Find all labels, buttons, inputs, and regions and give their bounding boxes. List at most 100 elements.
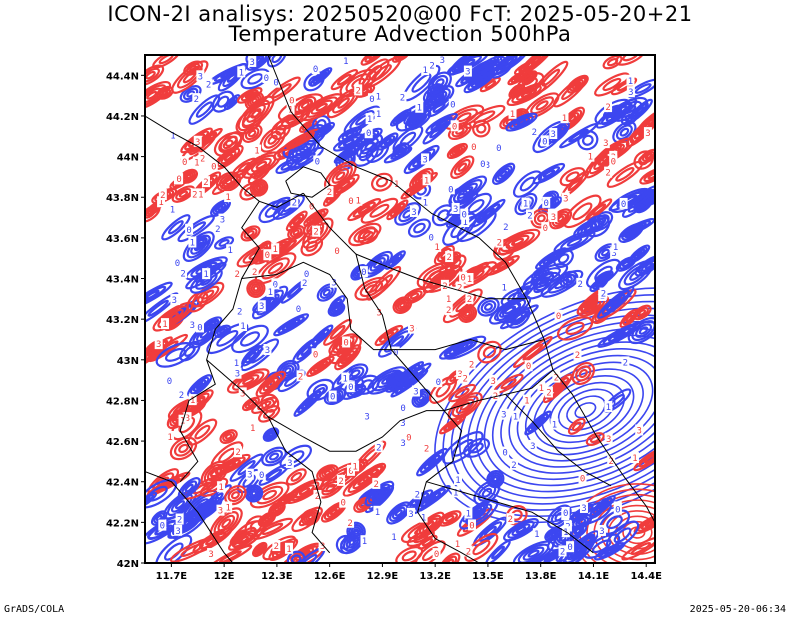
contour-line bbox=[524, 361, 654, 456]
contour-label-bg bbox=[250, 265, 259, 277]
contour-line bbox=[488, 471, 503, 487]
contour-label-bg bbox=[168, 203, 177, 215]
contour-line bbox=[246, 93, 263, 108]
border-line bbox=[179, 201, 260, 483]
contour-line bbox=[407, 218, 431, 238]
contour-line bbox=[248, 488, 260, 499]
contour-line bbox=[621, 536, 655, 561]
contour-label-text: 1 bbox=[362, 537, 367, 547]
contour-label-bg bbox=[196, 70, 205, 82]
contour-label-text: 0 bbox=[348, 467, 353, 477]
contour-value-label: 2 bbox=[510, 458, 519, 471]
contour-value-label: 2 bbox=[576, 277, 585, 290]
contour-value-label: 3 bbox=[451, 202, 460, 215]
contour-line bbox=[145, 67, 160, 83]
contour-label-bg bbox=[263, 344, 272, 356]
contour-label-bg bbox=[177, 388, 186, 400]
contour-line bbox=[399, 302, 406, 309]
contour-value-label: 3 bbox=[318, 540, 327, 552]
contour-line bbox=[602, 55, 623, 70]
latitude-axis: 44.4N 44.2N 44N 43.8N 43.6N 43.4N 43.2N 43N 42.8… bbox=[106, 71, 145, 570]
contour-value-label: 1 bbox=[248, 421, 257, 434]
contour-value-label: 2 bbox=[544, 386, 553, 398]
contour-line bbox=[591, 203, 607, 216]
contour-value-label: 3 bbox=[409, 205, 418, 218]
contour-value-label: 0 bbox=[165, 375, 174, 387]
contour-line bbox=[533, 60, 569, 95]
contour-label-bg bbox=[359, 266, 368, 278]
contour-line bbox=[522, 77, 538, 90]
contour-line bbox=[265, 449, 283, 464]
contour-value-label: 2 bbox=[192, 93, 201, 105]
contour-line bbox=[499, 170, 508, 178]
contour-value-label: 3 bbox=[528, 439, 537, 452]
contour-label-text: 0 bbox=[452, 122, 457, 132]
contour-line bbox=[442, 212, 477, 246]
contour-label-text: 2 bbox=[415, 490, 420, 500]
lon-tick-label: 14.1E bbox=[578, 571, 610, 582]
contour-line bbox=[194, 424, 211, 440]
border-line bbox=[355, 253, 527, 300]
contour-line bbox=[606, 515, 623, 530]
contour-label-bg bbox=[266, 285, 275, 297]
contour-line bbox=[626, 98, 653, 124]
contour-value-label: 2 bbox=[621, 356, 630, 368]
contour-value-label: 3 bbox=[597, 524, 606, 537]
contour-value-label: 0 bbox=[209, 160, 218, 173]
contour-label-bg bbox=[630, 452, 639, 464]
contour-label-text: 2 bbox=[623, 358, 628, 368]
lat-tick-label: 44N bbox=[117, 153, 139, 164]
contour-line bbox=[512, 170, 543, 198]
contour-value-label: 3 bbox=[406, 507, 415, 520]
contour-line bbox=[158, 87, 172, 98]
contour-label-text: 3 bbox=[465, 68, 470, 78]
contour-label-text: 1 bbox=[198, 190, 203, 200]
contour-label-bg bbox=[179, 267, 188, 279]
contour-label-bg bbox=[367, 93, 376, 105]
contour-line bbox=[494, 228, 541, 256]
contour-label-bg bbox=[235, 305, 244, 317]
contour-line bbox=[566, 74, 589, 94]
contour-line bbox=[327, 301, 346, 317]
contour-line bbox=[216, 95, 230, 108]
contour-line bbox=[389, 202, 406, 218]
contour-value-label: 1 bbox=[630, 452, 639, 464]
contour-label-bg bbox=[491, 389, 500, 401]
contour-value-label: 0 bbox=[262, 71, 271, 84]
contour-label-bg bbox=[188, 394, 197, 406]
contour-label-bg bbox=[566, 541, 575, 553]
contour-label-bg bbox=[537, 381, 546, 393]
contour-line bbox=[559, 270, 579, 289]
contour-label-text: 0 bbox=[369, 95, 374, 105]
contour-line bbox=[438, 414, 467, 435]
contour-label-text: 2 bbox=[315, 492, 320, 502]
contour-line bbox=[291, 152, 305, 164]
contour-label-bg bbox=[446, 183, 455, 195]
contour-label-bg bbox=[428, 59, 437, 71]
contour-label-text: 0 bbox=[436, 378, 441, 388]
contour-label-text: 1 bbox=[606, 403, 611, 413]
contour-label-bg bbox=[233, 267, 242, 279]
contour-line bbox=[556, 316, 594, 341]
contour-line bbox=[222, 431, 236, 442]
contour-value-label: 2 bbox=[604, 166, 613, 179]
contour-line bbox=[252, 541, 268, 558]
contour-line bbox=[181, 518, 193, 528]
contour-line bbox=[462, 502, 489, 523]
contour-label-text: 0 bbox=[543, 224, 548, 234]
contour-label-text: 2 bbox=[274, 542, 279, 552]
contour-value-label: 2 bbox=[272, 540, 281, 552]
lat-tick-label: 42.2N bbox=[106, 518, 139, 529]
contour-label-bg bbox=[373, 505, 382, 517]
contour-label-text: 0 bbox=[611, 157, 616, 167]
contour-line bbox=[266, 430, 276, 439]
contour-label-bg bbox=[218, 213, 227, 225]
contour-label-bg bbox=[263, 249, 272, 261]
contour-line bbox=[502, 306, 516, 319]
contour-value-label: 2 bbox=[501, 221, 510, 233]
contour-line bbox=[460, 58, 500, 85]
contour-value-label: 1 bbox=[444, 292, 453, 305]
contour-line bbox=[401, 550, 417, 562]
contour-label-bg bbox=[389, 530, 398, 542]
contour-line bbox=[577, 130, 599, 151]
